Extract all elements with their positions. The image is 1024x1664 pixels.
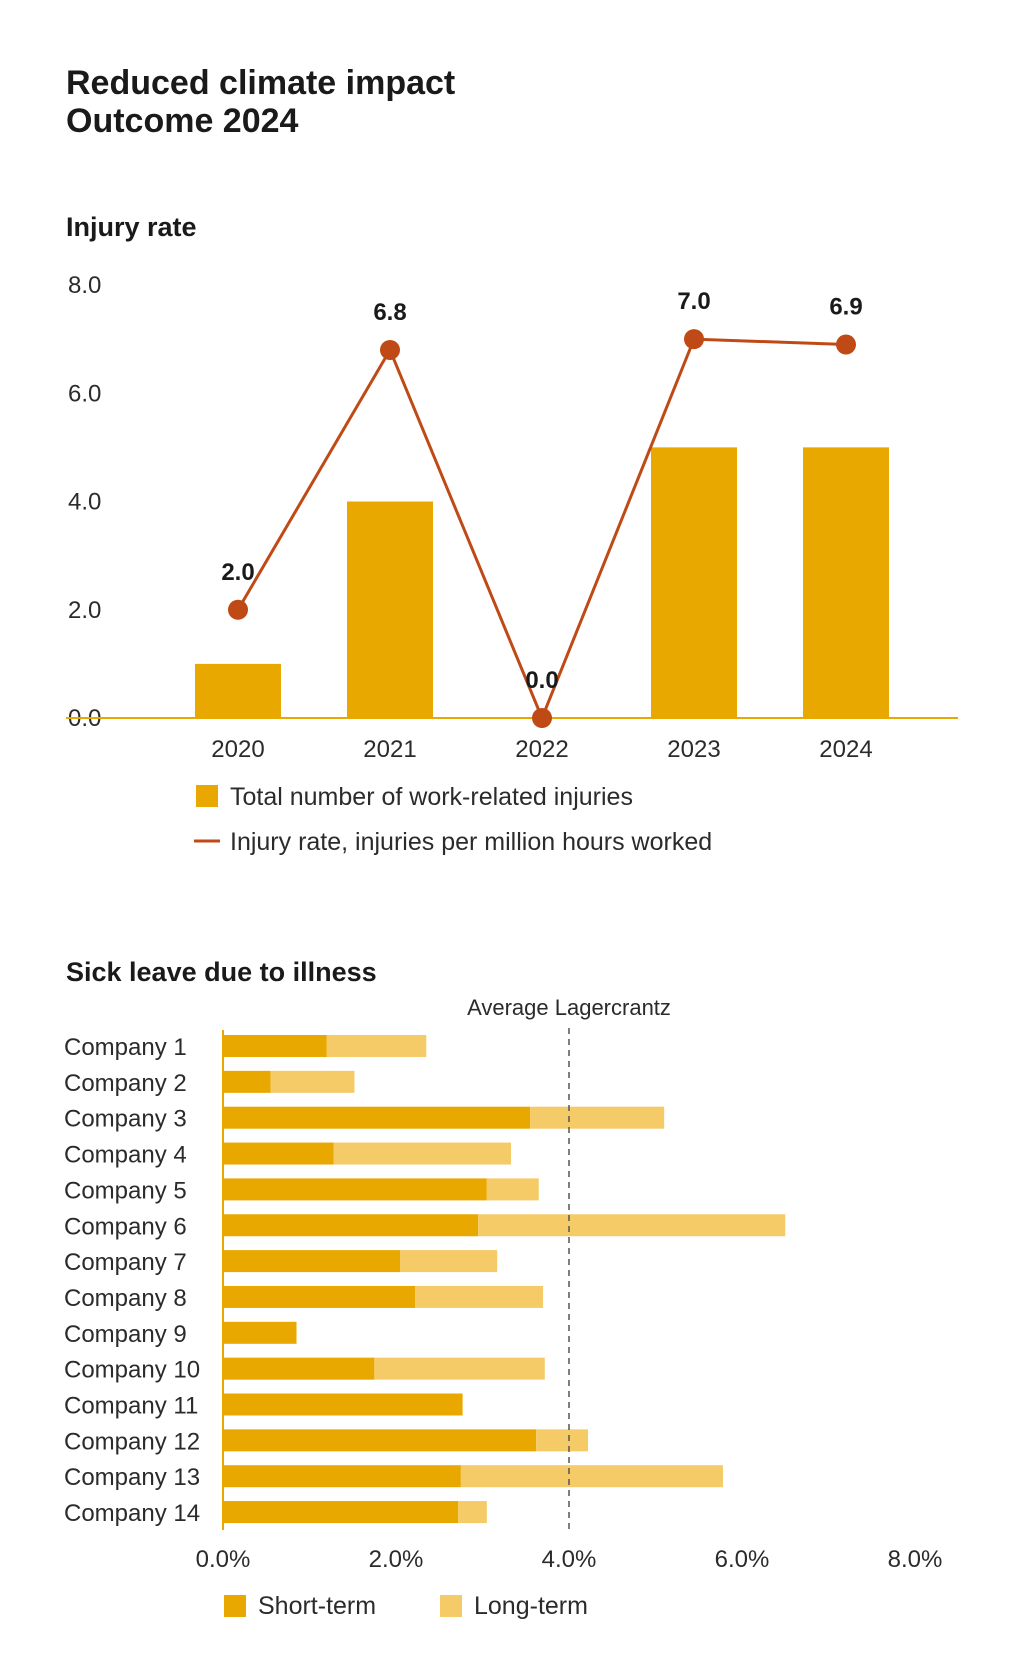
x-tick-label: 2021 [363,736,416,763]
legend-long-term-swatch [440,1595,462,1617]
injury-bar [803,447,889,718]
long-term-bar [458,1501,487,1524]
long-term-bar [374,1357,545,1380]
injury-rate-data-label: 6.9 [829,294,862,321]
company-label: Company 8 [64,1285,187,1312]
company-label: Company 5 [64,1177,187,1204]
company-label: Company 11 [64,1393,198,1420]
short-term-bar [223,1250,401,1273]
sick-leave-chart: Company 1 Company 2 Company 3 Company 4 Comp… [64,995,943,1620]
sick-leave-chart-title: Sick leave due to illness [66,957,377,987]
x-tick-label: 2023 [667,736,720,763]
short-term-bar [223,1178,487,1201]
injury-bar [651,447,737,718]
legend-short-term-swatch [224,1595,246,1617]
injury-rate-point [380,339,400,360]
short-term-bar [223,1465,461,1488]
injury-rate-data-label: 7.0 [677,288,710,315]
company-label: Company 2 [64,1070,187,1097]
long-term-bar [460,1465,723,1488]
short-term-bar [223,1357,375,1380]
long-term-bar [333,1142,512,1165]
legend-long-term-label: Long-term [474,1592,588,1620]
page-title: Reduced climate impact Outcome 2024 [66,64,455,140]
x-tick-label: 2020 [211,736,264,763]
company-label: Company 12 [64,1428,200,1455]
y-tick-label: 8.0 [68,272,101,299]
company-label: Company 4 [64,1142,187,1169]
short-term-bar [223,1285,416,1308]
injury-bar [347,501,433,718]
legend-line-label: Injury rate, injuries per million hours … [230,828,712,856]
x-tick-label: 0.0% [196,1546,251,1573]
long-term-bar [486,1178,539,1201]
long-term-bar [530,1106,665,1129]
x-tick-label: 6.0% [715,1546,770,1573]
y-tick-label: 2.0 [68,597,101,624]
legend-bar-label: Total number of work-related injuries [230,783,633,811]
x-tick-label: 2022 [515,736,568,763]
x-tick-label: 4.0% [542,1546,597,1573]
company-label: Company 1 [64,1034,187,1061]
short-term-bar [223,1214,479,1237]
short-term-bar [223,1393,463,1416]
injury-rate-point [836,334,856,355]
company-label: Company 13 [64,1464,200,1491]
short-term-bar [223,1501,459,1524]
injury-rate-data-label: 2.0 [221,559,254,586]
injury-rate-point [684,329,704,350]
injury-rate-data-label: 6.8 [373,299,406,326]
x-tick-label: 2.0% [369,1546,424,1573]
long-term-bar [326,1035,427,1057]
long-term-bar [400,1250,498,1273]
long-term-bar [478,1214,786,1237]
short-term-bar [223,1321,297,1344]
injury-rate-point [228,599,248,620]
short-term-bar [223,1429,537,1452]
average-reference-label: Average Lagercrantz [467,995,671,1020]
injury-rate-line [236,337,847,722]
y-tick-label: 6.0 [68,380,101,407]
legend-bar-swatch [196,785,218,807]
long-term-bar [270,1070,355,1093]
injury-chart-title: Injury rate [66,212,197,242]
short-term-bar [223,1070,271,1093]
company-label: Company 10 [64,1357,200,1384]
y-tick-label: 4.0 [68,489,101,516]
x-tick-label: 2024 [819,736,872,763]
injury-rate-chart: 0.0 2.0 4.0 6.0 8.0 2020 2021 2022 2023 2024 2.0 6.… [66,272,958,856]
page-title-line2: Outcome 2024 [66,102,299,140]
short-term-bar [223,1035,327,1057]
injury-bar [195,663,281,718]
long-term-bar [536,1429,589,1452]
legend-short-term-label: Short-term [258,1592,376,1620]
company-label: Company 14 [64,1500,200,1527]
company-label: Company 3 [64,1106,187,1133]
short-term-bar [223,1106,531,1129]
company-label: Company 6 [64,1213,187,1240]
injury-rate-data-label: 0.0 [525,667,558,694]
short-term-bar [223,1142,334,1165]
injury-rate-point [532,708,552,728]
company-label: Company 7 [64,1249,187,1276]
company-label: Company 9 [64,1321,187,1348]
page-title-line1: Reduced climate impact [66,64,456,102]
long-term-bar [415,1285,544,1308]
x-tick-label: 8.0% [888,1546,943,1573]
